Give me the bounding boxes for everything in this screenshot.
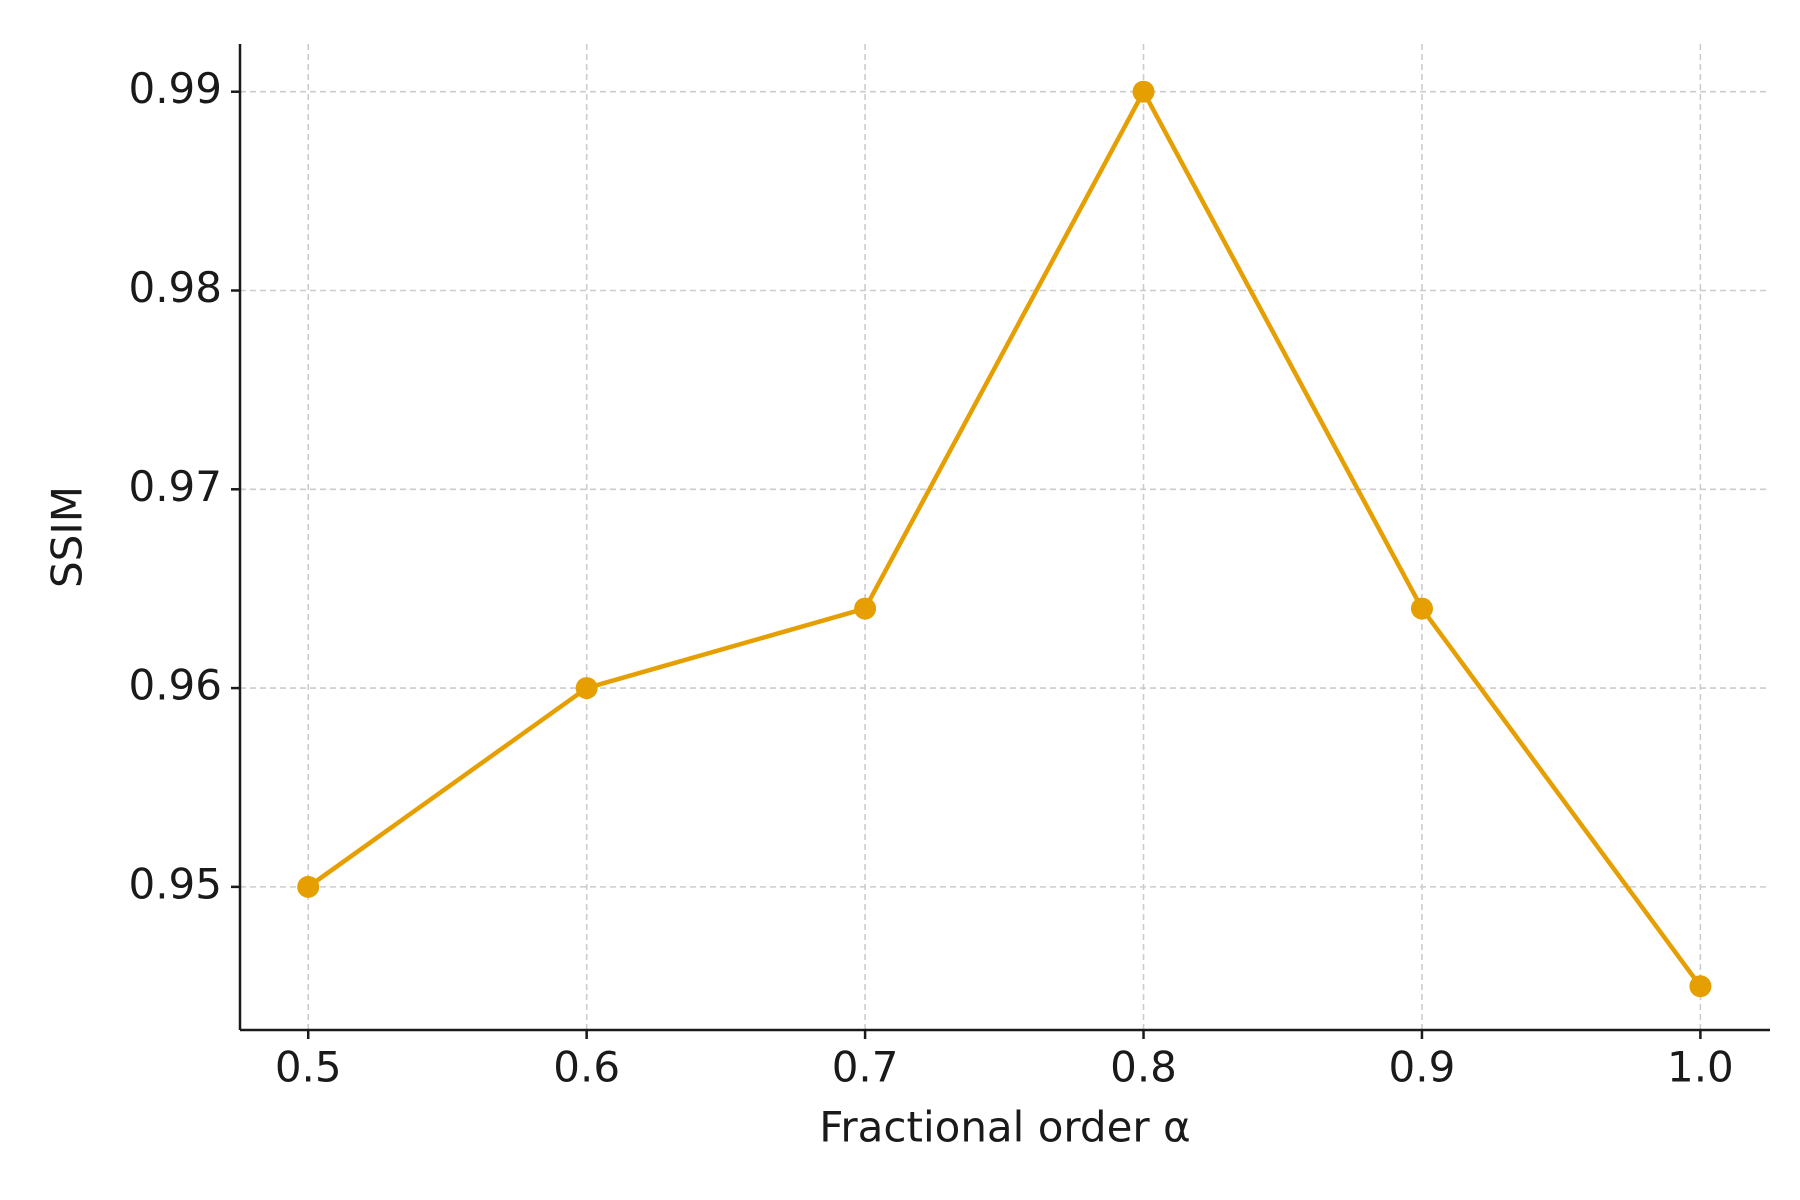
x-tick-label: 0.8 [1110,1043,1177,1092]
x-tick-label: 0.6 [553,1043,620,1092]
y-tick-label: 0.95 [128,859,222,908]
x-axis-label: Fractional order α [819,1103,1190,1152]
y-tick-label: 0.99 [128,64,222,113]
series-line [306,89,1703,988]
data-point [1132,80,1155,103]
y-axis-label: SSIM [43,486,92,588]
data-point [575,677,598,700]
data-point [297,875,320,898]
y-tick-label: 0.98 [128,263,222,312]
y-tick-label: 0.96 [128,661,222,710]
x-tick-label: 1.0 [1667,1043,1734,1092]
x-tick-label: 0.9 [1389,1043,1456,1092]
x-tick-label: 0.7 [832,1043,899,1092]
x-tick-label: 0.5 [275,1043,342,1092]
y-tick-label: 0.97 [128,462,222,511]
data-point [854,597,877,620]
data-point [1689,975,1712,998]
data-point [1410,597,1433,620]
